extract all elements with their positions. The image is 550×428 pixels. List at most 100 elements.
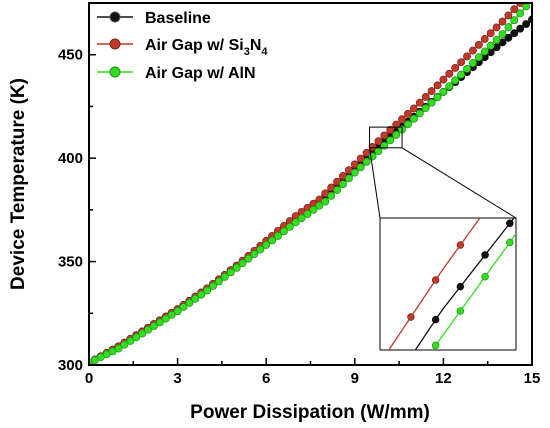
data-point-aln — [421, 104, 430, 113]
data-point-aln — [191, 294, 200, 303]
data-point-baseline — [510, 29, 519, 38]
y-axis: 300 350 400 450 — [58, 2, 96, 374]
legend-label-si3n4-sub2: 4 — [261, 46, 268, 58]
zoom-callout — [369, 126, 517, 219]
data-point-si3n4 — [480, 35, 489, 43]
data-point-aln — [279, 227, 288, 236]
legend-marker-baseline — [109, 11, 121, 23]
inset-point-baseline — [431, 315, 440, 324]
data-point-aln — [492, 35, 501, 44]
legend-entry-aln: Air Gap w/ AlN — [97, 65, 256, 82]
legend-label-si3n4: Air Gap w/ Si3N4 — [145, 37, 268, 58]
inset-line-baseline — [414, 218, 515, 350]
legend-label-aln: Air Gap w/ AlN — [145, 65, 256, 82]
inset-frame — [379, 217, 517, 351]
data-point-aln — [480, 47, 489, 56]
data-point-aln — [226, 268, 235, 277]
data-point-aln — [173, 307, 182, 316]
data-point-aln — [256, 245, 265, 254]
data-point-aln — [516, 9, 525, 18]
inset-point-baseline — [481, 251, 489, 259]
data-point-aln — [232, 263, 241, 272]
data-point-si3n4 — [409, 104, 418, 113]
data-point-aln — [498, 30, 507, 38]
data-point-si3n4 — [380, 131, 389, 140]
y-tick-label: 350 — [58, 254, 83, 271]
y-axis-title: Device Temperature (K) — [8, 78, 29, 290]
data-point-baseline — [516, 24, 525, 33]
data-point-si3n4 — [368, 143, 377, 151]
data-point-aln — [457, 70, 466, 79]
data-point-si3n4 — [498, 17, 507, 26]
y-tick-label: 300 — [58, 357, 83, 374]
data-point-si3n4 — [474, 40, 483, 49]
data-point-si3n4 — [510, 5, 519, 14]
x-tick-label: 12 — [435, 370, 452, 387]
data-point-aln — [185, 298, 194, 307]
x-tick-label: 3 — [173, 370, 181, 387]
data-point-si3n4 — [415, 98, 424, 107]
legend-label-si3n4-mid: N — [250, 37, 262, 54]
data-point-aln — [132, 333, 141, 342]
data-point-aln — [510, 16, 519, 25]
inset-point-aln — [506, 238, 514, 247]
data-point-aln — [439, 87, 448, 96]
data-point-si3n4 — [398, 115, 407, 124]
data-point-aln — [297, 214, 306, 223]
data-point-si3n4 — [504, 11, 513, 20]
data-point-aln — [268, 236, 277, 245]
data-point-aln — [220, 272, 229, 281]
legend-label-si3n4-main: Air Gap w/ Si — [145, 37, 244, 54]
data-point-aln — [291, 218, 300, 227]
data-point-aln — [303, 210, 312, 218]
inset-point-aln — [481, 272, 489, 281]
legend-label-si3n4-sub1: 3 — [244, 46, 250, 58]
inset-point-si3n4 — [456, 241, 465, 249]
inset-point-si3n4 — [431, 276, 440, 284]
inset-point-baseline — [383, 390, 390, 397]
inset-point-aln — [431, 341, 440, 350]
data-point-baseline — [522, 20, 531, 29]
data-point-aln — [386, 136, 395, 145]
legend-marker-aln — [109, 66, 121, 78]
x-tick-label: 9 — [351, 370, 359, 387]
data-point-aln — [362, 157, 371, 166]
data-point-aln — [486, 41, 495, 50]
zoom-rectangle — [369, 126, 403, 149]
data-point-si3n4 — [486, 29, 495, 38]
data-point-si3n4 — [439, 75, 448, 84]
inset-point-si3n4 — [407, 313, 415, 321]
legend-marker-si3n4 — [109, 38, 121, 50]
data-point-aln — [126, 337, 135, 345]
data-point-aln — [374, 147, 383, 156]
data-point-aln — [262, 241, 271, 249]
x-axis-title: Power Dissipation (W/mm) — [190, 402, 430, 423]
data-point-aln — [321, 197, 330, 206]
data-point-si3n4 — [457, 58, 466, 67]
data-point-si3n4 — [404, 109, 412, 118]
legend-label-baseline: Baseline — [145, 10, 211, 27]
data-point-aln — [238, 259, 247, 268]
inset-line-aln — [431, 233, 516, 350]
data-point-aln — [522, 3, 531, 11]
data-point-aln — [451, 76, 460, 85]
data-point-si3n4 — [451, 64, 460, 72]
data-point-aln — [333, 186, 342, 194]
data-point-aln — [433, 93, 442, 102]
x-tick-label: 0 — [85, 370, 93, 387]
legend: Baseline Air Gap w/ Si3N4 Air Gap w/ AlN — [97, 10, 268, 82]
data-point-aln — [327, 191, 336, 200]
data-point-aln — [415, 109, 424, 118]
inset-point-aln — [408, 376, 415, 383]
data-point-aln — [315, 201, 324, 210]
data-point-aln — [120, 340, 129, 349]
data-point-si3n4 — [445, 69, 454, 78]
data-point-aln — [250, 250, 259, 259]
data-point-aln — [404, 120, 412, 129]
data-point-aln — [285, 222, 294, 231]
data-point-si3n4 — [374, 137, 383, 146]
data-point-aln — [209, 282, 217, 290]
legend-entry-si3n4: Air Gap w/ Si3N4 — [97, 37, 268, 58]
data-point-aln — [274, 231, 282, 240]
data-point-aln — [344, 174, 353, 183]
